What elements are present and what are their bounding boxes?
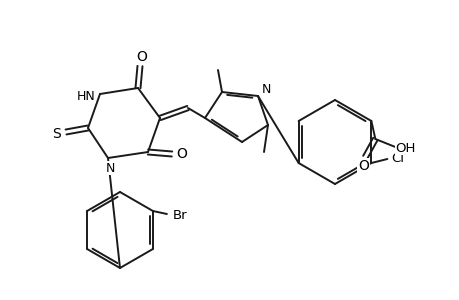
Text: Cl: Cl [390,152,403,164]
Text: N: N [105,161,114,175]
Text: O: O [136,50,147,64]
Text: S: S [52,127,61,141]
Text: N: N [262,82,271,95]
Text: HN: HN [77,89,95,103]
Text: OH: OH [394,142,414,154]
Text: Br: Br [172,209,187,223]
Text: O: O [357,159,368,173]
Text: O: O [176,147,187,161]
